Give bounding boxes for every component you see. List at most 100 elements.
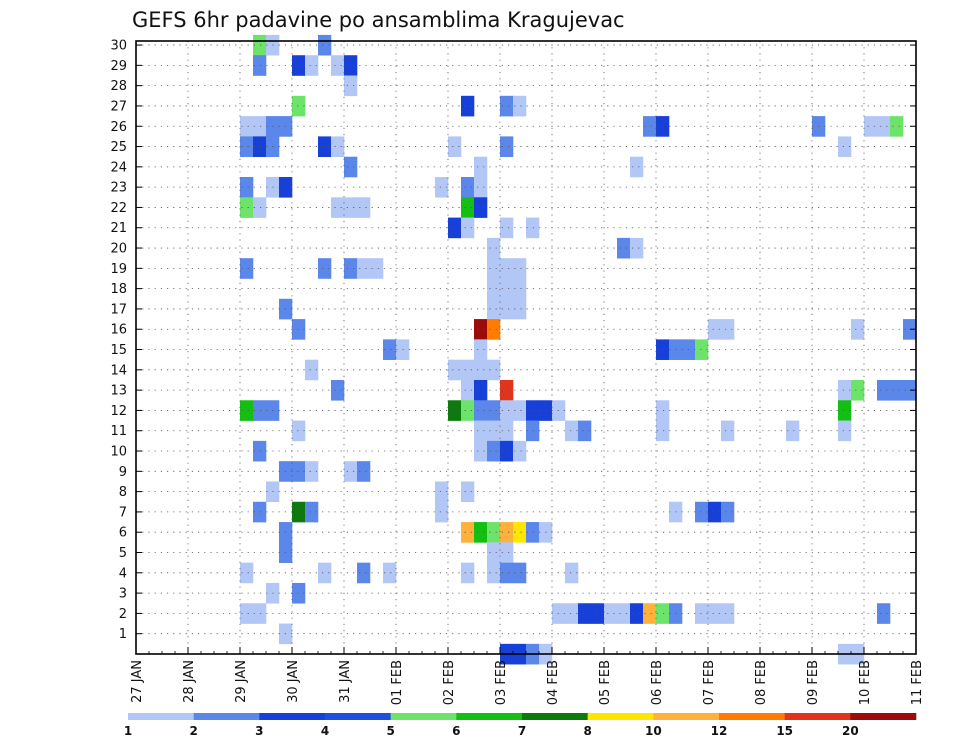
y-tick-label: 9 (119, 465, 127, 480)
legend-level-label: 10 (645, 724, 662, 738)
heatmap-cell (305, 501, 319, 523)
heatmap-cell (578, 420, 592, 442)
heatmap-cell (630, 156, 644, 178)
y-tick-label: 19 (110, 262, 127, 277)
heatmap-cell (591, 603, 605, 624)
heatmap-cell (474, 400, 488, 421)
heatmap-cell (513, 258, 527, 279)
heatmap-cell (500, 420, 514, 442)
y-tick-label: 1 (119, 627, 127, 642)
heatmap-cell (656, 116, 670, 137)
heatmap-cell (721, 420, 735, 442)
heatmap-cell (838, 420, 852, 442)
heatmap-cell (643, 116, 657, 137)
heatmap-cell (253, 197, 267, 218)
heatmap-cell (487, 237, 501, 259)
heatmap-cell (357, 258, 371, 279)
heatmap-cell (487, 400, 501, 421)
legend-swatch (193, 713, 260, 720)
legend-level-label: 7 (518, 724, 526, 738)
heatmap-cell (565, 420, 579, 442)
heatmap-cell (318, 562, 332, 584)
x-tick-label: 01 FEB (390, 660, 405, 705)
heatmap-cell (461, 522, 475, 543)
heatmap-cell (253, 400, 267, 421)
y-tick-label: 30 (110, 39, 127, 54)
y-tick-label: 2 (119, 607, 127, 622)
heatmap-cell (565, 603, 579, 624)
heatmap-cell (474, 522, 488, 543)
y-tick-label: 16 (110, 323, 127, 338)
legend-swatch (259, 713, 326, 720)
heatmap-cell (500, 440, 514, 462)
legend-level-label: 2 (189, 724, 197, 738)
y-tick-label: 20 (110, 242, 127, 257)
heatmap-cell (474, 197, 488, 218)
heatmap-cell (487, 278, 501, 300)
heatmap-cell (500, 379, 514, 401)
heatmap-cell (448, 217, 462, 239)
heatmap-cell (487, 319, 501, 340)
heatmap-cell (461, 95, 475, 117)
heatmap-cell (877, 116, 891, 137)
heatmap-cell (331, 55, 345, 76)
x-tick-label: 28 JAN (182, 660, 197, 703)
heatmap-cell (474, 379, 488, 401)
y-tick-label: 6 (119, 526, 127, 541)
y-tick-label: 15 (110, 343, 127, 358)
y-tick-label: 11 (110, 424, 127, 439)
heatmap-cell (526, 217, 540, 239)
heatmap-cell (240, 562, 254, 584)
y-tick-label: 10 (110, 445, 127, 460)
heatmap-cell (240, 603, 254, 624)
heatmap-cell (305, 55, 319, 76)
heatmap-cell (526, 522, 540, 543)
heatmap-cell (331, 197, 345, 218)
y-tick-label: 28 (110, 79, 127, 94)
legend-swatch (587, 713, 654, 720)
heatmap-cell (786, 420, 800, 442)
x-tick-label: 31 JAN (338, 660, 353, 703)
x-tick-label: 06 FEB (650, 660, 665, 705)
heatmap-cell (253, 136, 267, 157)
heatmap-cell (890, 116, 904, 137)
heatmap-cell (500, 522, 514, 543)
y-axis-ticks: 1234567891011121314151617181920212223242… (110, 39, 916, 642)
heatmap-cell (448, 400, 462, 421)
heatmap-cell (253, 55, 267, 76)
color-legend: 1 2 3 4 5 6 7 8 10 12 15 20 (124, 713, 917, 738)
heatmap-cell (240, 400, 254, 421)
heatmap-cell (877, 379, 891, 401)
heatmap-cell (838, 379, 852, 401)
legend-level-label: 15 (776, 724, 793, 738)
y-tick-label: 27 (110, 99, 127, 114)
heatmap-cell (292, 501, 306, 523)
heatmap-cell (331, 379, 345, 401)
heatmap-cell (487, 440, 501, 462)
heatmap-cell (292, 461, 306, 482)
x-tick-label: 04 FEB (546, 660, 561, 705)
y-tick-label: 29 (110, 59, 127, 74)
heatmap-cell (500, 400, 514, 421)
heatmap-cell (253, 501, 267, 523)
heatmap-cell (513, 522, 527, 543)
y-tick-label: 14 (110, 363, 127, 378)
heatmap-cell (253, 34, 267, 56)
legend-level-label: 8 (583, 724, 591, 738)
heatmap-cell (253, 116, 267, 137)
legend-level-label: 4 (321, 724, 329, 738)
legend-level-label: 1 (124, 724, 132, 738)
heatmap-cell (864, 116, 878, 137)
x-tick-label: 30 JAN (286, 660, 301, 703)
heatmap-cell (292, 582, 306, 604)
heatmap-cell (461, 481, 475, 503)
legend-swatch (719, 713, 785, 720)
heatmap-cell (513, 298, 527, 320)
heatmap-cell (344, 258, 358, 279)
x-tick-label: 02 FEB (442, 660, 457, 705)
y-tick-label: 8 (119, 485, 127, 500)
heatmap-cell (461, 197, 475, 218)
heatmap-cell (656, 603, 670, 624)
heatmap-cell (344, 461, 358, 482)
heatmap-cell (500, 562, 514, 584)
